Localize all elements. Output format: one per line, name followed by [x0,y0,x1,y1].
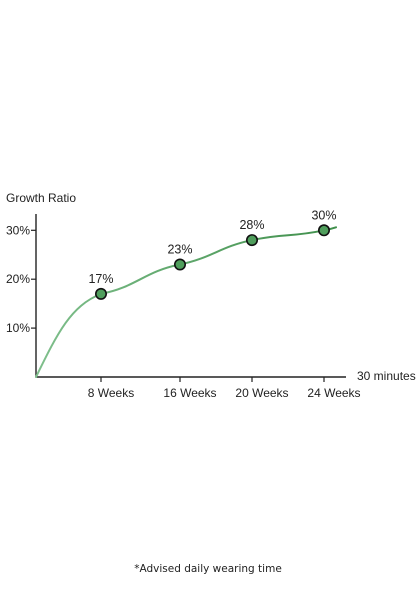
data-value-label: 17% [88,272,113,286]
x-tick-label: 16 Weeks [163,386,216,400]
data-value-label: 28% [239,218,264,232]
x-tick-label: 24 Weeks [307,386,360,400]
data-point-marker [246,234,259,247]
x-axis-title: 30 minutes [357,369,416,383]
y-tick-label: 30% [6,223,30,237]
data-value-label: 30% [311,208,336,222]
y-tick-label: 10% [6,321,30,335]
data-point-marker [174,258,187,271]
data-point-marker [95,287,108,300]
data-value-label: 23% [167,243,192,257]
y-axis-ticks: 10% 20% 30% [6,223,36,335]
x-tick-label: 20 Weeks [235,386,288,400]
y-axis-title: Growth Ratio [6,191,76,205]
data-point-marker [317,224,330,237]
data-labels: 17% 23% 28% 30% [88,208,336,286]
y-tick-label: 20% [6,272,30,286]
data-points [95,224,330,300]
footnote: *Advised daily wearing time [134,563,282,575]
x-axis-ticks: 8 Weeks 16 Weeks 20 Weeks 24 Weeks [88,377,361,400]
x-tick-label: 8 Weeks [88,386,134,400]
